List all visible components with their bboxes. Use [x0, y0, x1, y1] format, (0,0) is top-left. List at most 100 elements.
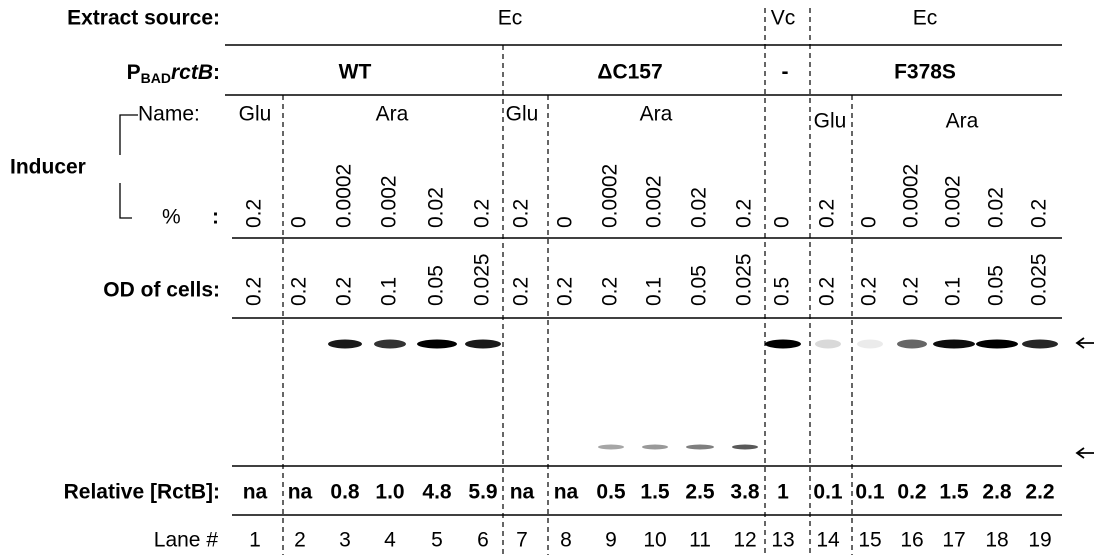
inducer-percent: 0.2: [816, 199, 839, 228]
extract-source: Vc: [771, 7, 796, 30]
label-part: rctB: [171, 61, 213, 84]
inducer-name: Ara: [376, 103, 409, 126]
row-label: Extract source:: [67, 7, 220, 30]
inducer-percent: 0: [288, 216, 311, 228]
lane-number: 12: [733, 529, 756, 552]
lane-number: 18: [985, 529, 1008, 552]
relative-value: 5.9: [468, 481, 497, 504]
band: [933, 340, 975, 349]
extract-source: Ec: [498, 7, 523, 30]
relative-value: 1.5: [640, 481, 670, 504]
inducer-percent: 0.2: [471, 199, 494, 228]
bracket: [120, 115, 138, 218]
inducer-percent: 0: [554, 216, 577, 228]
band: [417, 340, 457, 349]
relative-value: 0.8: [330, 481, 360, 504]
relative-value: 0.5: [596, 481, 626, 504]
row-label: %: [162, 206, 181, 229]
od-value: 0.2: [816, 277, 839, 306]
construct: WT: [339, 61, 372, 84]
inducer-percent: 0.02: [985, 187, 1008, 228]
relative-value: 0.1: [855, 481, 885, 504]
relative-value: 0.1: [813, 481, 843, 504]
label-sub: BAD: [141, 70, 171, 86]
inducer-percent: 0.02: [688, 187, 711, 228]
inducer-percent: 0: [858, 216, 881, 228]
construct: F378S: [894, 61, 956, 84]
lane-number: 6: [477, 529, 489, 552]
band: [598, 445, 624, 450]
relative-value: 2.2: [1025, 481, 1054, 504]
od-value: 0.2: [554, 277, 577, 306]
od-value: 0.1: [942, 277, 965, 306]
lane-number: 3: [339, 529, 351, 552]
relative-value: na: [288, 481, 313, 504]
od-value: 0.05: [688, 265, 711, 306]
inducer-percent: 0.2: [243, 199, 266, 228]
band: [897, 340, 927, 349]
band: [765, 340, 801, 349]
blot: [328, 340, 1058, 450]
row-label: Lane #: [154, 529, 219, 552]
inducer-percent: 0.002: [942, 175, 965, 228]
od-value: 0.5: [771, 277, 794, 306]
band: [328, 340, 362, 349]
lane-number: 2: [294, 529, 306, 552]
row-label: Name:: [138, 103, 200, 126]
lane-number: 11: [689, 529, 711, 552]
relative-value: 3.8: [730, 481, 760, 504]
row-label: Relative [RctB]:: [64, 481, 220, 504]
relative-value: na: [554, 481, 579, 504]
row-label: :: [212, 206, 219, 229]
inducer-percent: 0.002: [643, 175, 666, 228]
lane-number: 10: [643, 529, 666, 552]
inducer-name: Ara: [946, 110, 979, 133]
od-value: 0.025: [733, 253, 756, 306]
band: [642, 445, 668, 450]
inducer-percent: 0.2: [733, 199, 756, 228]
inducer-percent: 0: [771, 216, 794, 228]
inducer-percent: 0.0002: [333, 164, 356, 228]
band: [732, 445, 758, 450]
lane-number: 17: [942, 529, 965, 552]
relative-value: 1.5: [939, 481, 969, 504]
band: [976, 340, 1018, 349]
od-value: 0.025: [471, 253, 494, 306]
relative-value: 4.8: [422, 481, 452, 504]
inducer-name: Glu: [239, 103, 272, 126]
relative-value: 1.0: [375, 481, 404, 504]
lane-number: 15: [858, 529, 881, 552]
band: [1022, 340, 1058, 349]
label-part: P: [127, 61, 141, 84]
inducer-name: Ara: [640, 103, 673, 126]
inducer-name: Glu: [814, 110, 847, 133]
inducer-percent: 0.02: [425, 187, 448, 228]
inducer-percent: 0.002: [378, 175, 401, 228]
relative-value: 2.8: [982, 481, 1012, 504]
inducer-percent: 0.2: [510, 199, 533, 228]
row-label: PBADrctB:: [127, 61, 220, 86]
inducer-percent: 0.0002: [900, 164, 923, 228]
lane-number: 16: [900, 529, 923, 552]
lane-number: 1: [249, 529, 261, 552]
od-value: 0.2: [510, 277, 533, 306]
od-value: 0.025: [1028, 253, 1051, 306]
relative-value: 1: [777, 481, 789, 504]
arrow: [1077, 448, 1094, 458]
od-value: 0.2: [333, 277, 356, 306]
od-value: 0.1: [378, 277, 401, 306]
od-value: 0.05: [425, 265, 448, 306]
label-part: :: [213, 61, 220, 84]
od-value: 0.2: [243, 277, 266, 306]
row-label: OD of cells:: [103, 279, 220, 302]
inducer-name: Glu: [506, 103, 539, 126]
relative-value: 0.2: [897, 481, 926, 504]
band: [857, 340, 883, 349]
lane-number: 8: [560, 529, 572, 552]
relative-value: na: [510, 481, 535, 504]
od-value: 0.2: [858, 277, 881, 306]
band: [686, 445, 714, 450]
relative-value: 2.5: [685, 481, 715, 504]
inducer-percent: 0.2: [1028, 199, 1051, 228]
lane-number: 5: [431, 529, 443, 552]
